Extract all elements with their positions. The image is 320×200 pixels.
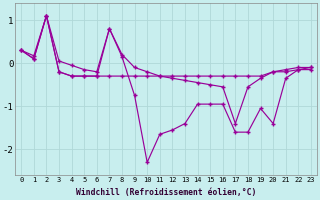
X-axis label: Windchill (Refroidissement éolien,°C): Windchill (Refroidissement éolien,°C) [76,188,256,197]
